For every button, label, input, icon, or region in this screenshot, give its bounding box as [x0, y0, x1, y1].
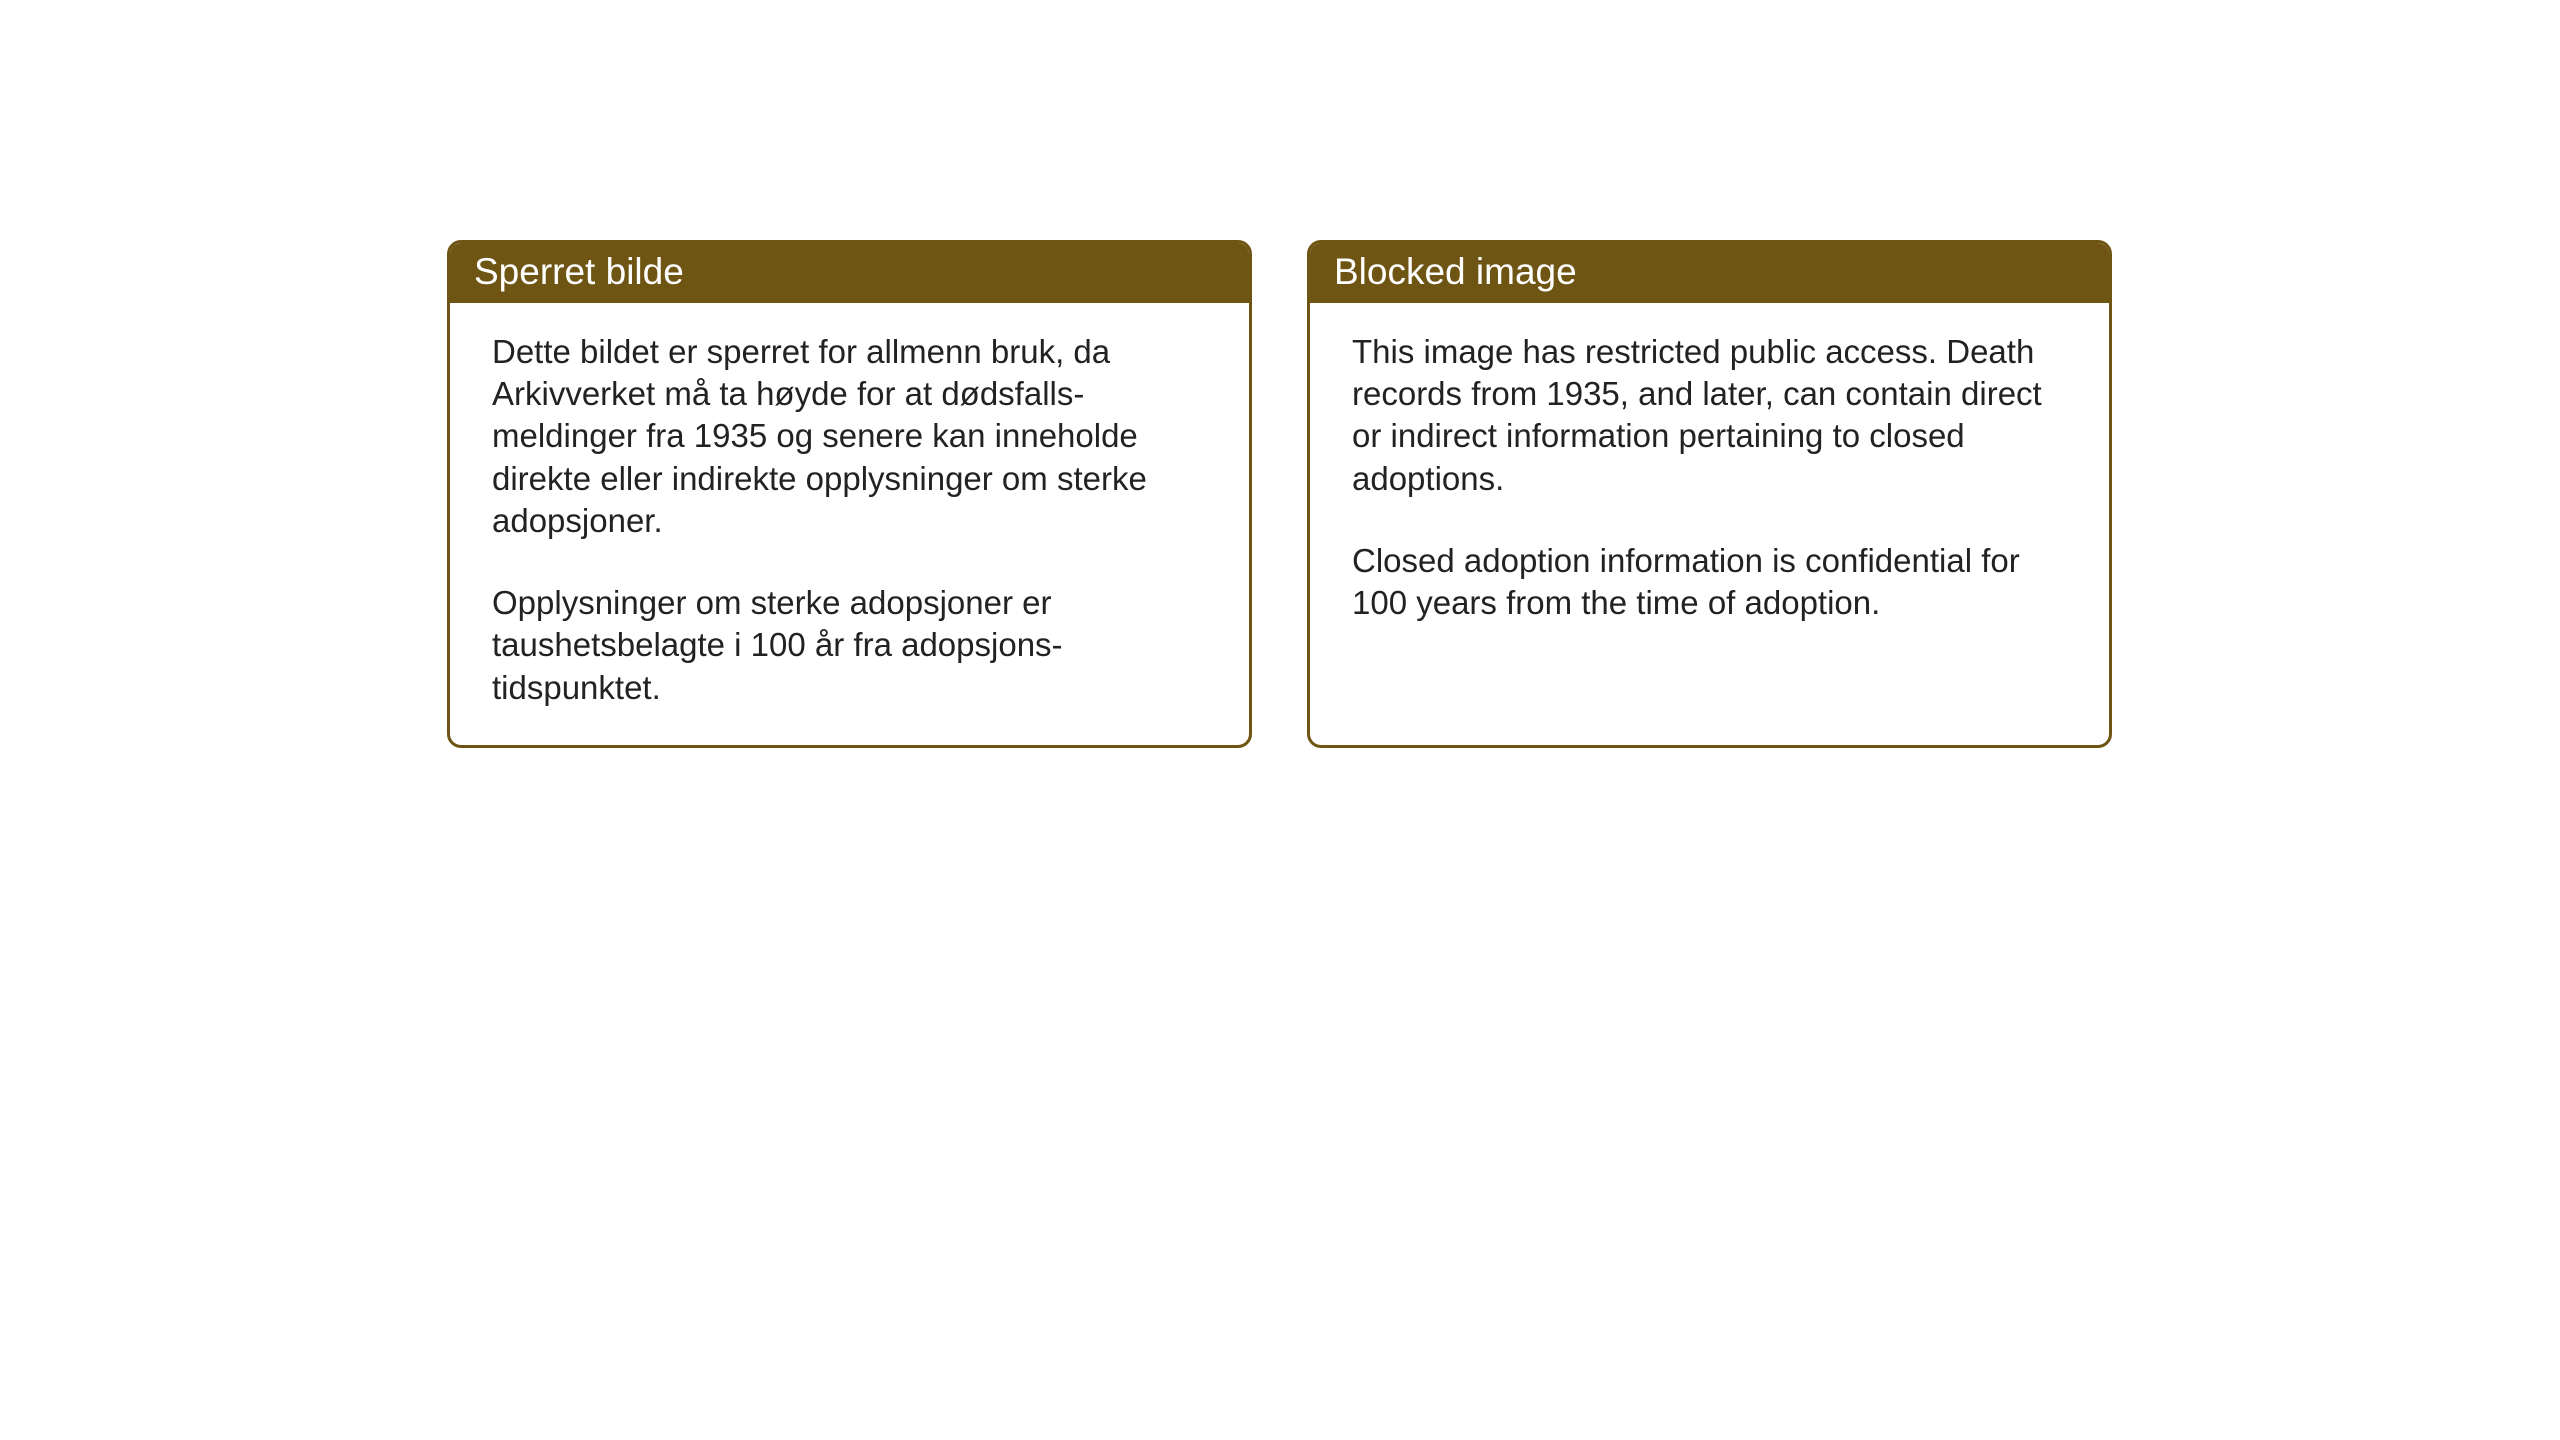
notice-container: Sperret bilde Dette bildet er sperret fo… — [447, 240, 2112, 748]
notice-box-norwegian: Sperret bilde Dette bildet er sperret fo… — [447, 240, 1252, 748]
notice-paragraph-1-norwegian: Dette bildet er sperret for allmenn bruk… — [492, 331, 1207, 542]
notice-body-english: This image has restricted public access.… — [1310, 303, 2109, 660]
notice-title-norwegian: Sperret bilde — [474, 251, 684, 292]
notice-paragraph-2-english: Closed adoption information is confident… — [1352, 540, 2067, 624]
notice-header-english: Blocked image — [1310, 243, 2109, 303]
notice-title-english: Blocked image — [1334, 251, 1577, 292]
notice-body-norwegian: Dette bildet er sperret for allmenn bruk… — [450, 303, 1249, 745]
notice-header-norwegian: Sperret bilde — [450, 243, 1249, 303]
notice-paragraph-2-norwegian: Opplysninger om sterke adopsjoner er tau… — [492, 582, 1207, 709]
notice-paragraph-1-english: This image has restricted public access.… — [1352, 331, 2067, 500]
notice-box-english: Blocked image This image has restricted … — [1307, 240, 2112, 748]
